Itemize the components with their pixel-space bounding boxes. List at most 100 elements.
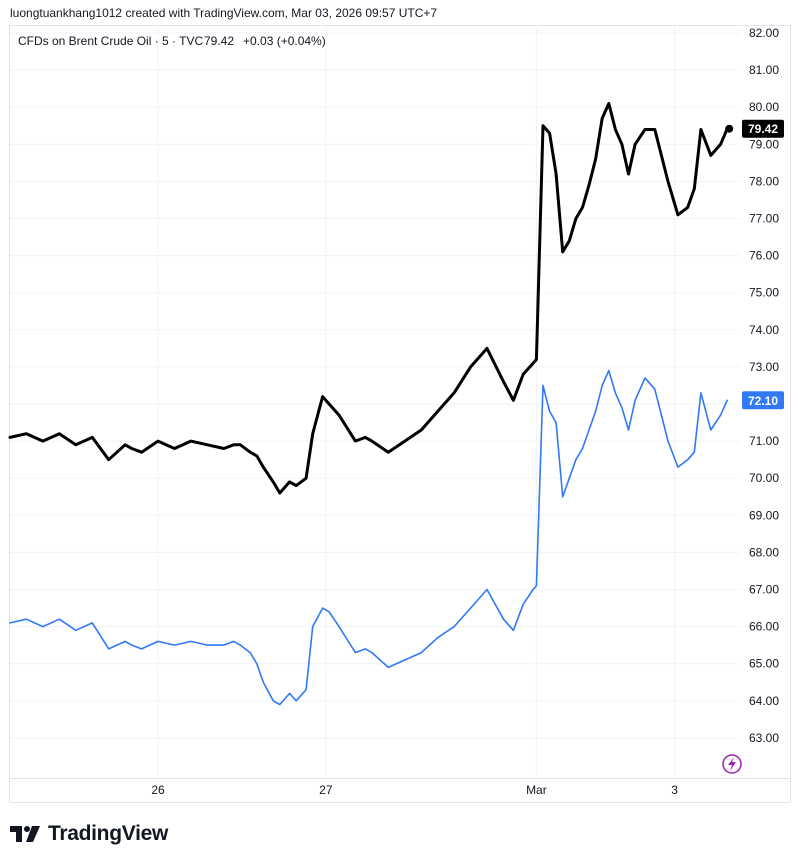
data-point — [420, 429, 422, 431]
y-tick-label: 68.00 — [749, 545, 779, 559]
data-point — [627, 429, 630, 431]
data-point — [371, 440, 373, 442]
data-point — [581, 206, 584, 208]
data-point — [677, 214, 679, 216]
last-value-badges: 72.10 79.42 — [742, 119, 784, 410]
x-tick-label: 26 — [151, 783, 165, 797]
data-point — [328, 611, 330, 613]
data-point — [239, 644, 241, 646]
data-point — [58, 618, 60, 620]
data-point — [305, 477, 307, 479]
y-tick-label: 80.00 — [749, 100, 779, 114]
data-point — [249, 451, 251, 453]
data-point — [190, 640, 192, 643]
data-point — [173, 447, 176, 450]
data-point — [693, 188, 695, 190]
data-point — [512, 629, 515, 631]
data-point — [453, 392, 455, 394]
x-tick-label: 27 — [319, 783, 333, 797]
y-tick-label: 67.00 — [749, 583, 779, 597]
series-line-secondary[interactable] — [9, 369, 728, 706]
data-point — [512, 399, 515, 401]
data-point — [654, 388, 656, 390]
data-point — [108, 648, 110, 650]
data-point — [562, 251, 564, 253]
data-point — [486, 347, 488, 349]
data-point — [486, 588, 488, 591]
y-tick-label: 79.00 — [749, 137, 779, 151]
data-point — [667, 440, 669, 442]
series-line-primary[interactable] — [8, 102, 729, 495]
data-point — [223, 447, 225, 450]
last-point-marker — [725, 124, 734, 133]
data-point — [720, 143, 722, 145]
data-point — [667, 180, 669, 182]
data-point — [608, 102, 610, 105]
data-point — [532, 588, 534, 591]
tradingview-logo[interactable]: TradingView — [10, 822, 168, 846]
badge-label: 79.42 — [748, 122, 778, 136]
series-layer — [8, 102, 734, 706]
data-point — [532, 362, 534, 364]
data-point — [710, 429, 712, 431]
data-point — [206, 644, 208, 646]
data-point — [249, 652, 251, 654]
data-point — [720, 414, 722, 416]
data-point — [371, 652, 373, 654]
time-axis[interactable]: 26 27 Mar 3 — [151, 783, 678, 797]
data-point — [190, 440, 192, 442]
legend-symbol[interactable]: CFDs on Brent Crude Oil · 5 · TVC — [18, 34, 203, 48]
lightning-icon[interactable] — [722, 754, 742, 774]
data-point — [437, 637, 439, 639]
data-point — [223, 644, 225, 646]
data-point — [614, 392, 617, 394]
data-point — [621, 407, 623, 409]
data-point — [522, 603, 524, 605]
data-point — [470, 366, 472, 368]
data-point — [289, 481, 291, 483]
y-tick-label: 66.00 — [749, 620, 779, 634]
y-tick-label: 71.00 — [749, 434, 779, 448]
data-point — [601, 117, 603, 119]
data-point — [42, 440, 44, 442]
data-point — [305, 689, 307, 691]
y-tick-label: 78.00 — [749, 174, 779, 188]
badge-background — [742, 119, 784, 138]
data-point — [9, 436, 11, 438]
data-point — [272, 481, 274, 483]
data-point — [75, 629, 77, 631]
y-tick-label: 63.00 — [749, 731, 779, 745]
data-point — [614, 128, 617, 131]
y-tick-label: 77.00 — [749, 212, 779, 226]
data-point — [437, 410, 439, 412]
last-value-badge-secondary: 72.10 — [742, 391, 784, 410]
chart-attribution: luongtuankhang1012 created with TradingV… — [10, 6, 438, 20]
data-point — [295, 700, 297, 702]
data-point — [542, 125, 544, 127]
data-point — [660, 154, 663, 156]
data-point — [141, 451, 143, 453]
badge-label: 72.10 — [748, 394, 778, 408]
price-axis[interactable]: 82.00 81.00 80.00 79.00 78.00 77.00 76.00 75.00… — [749, 26, 779, 745]
y-tick-label: 74.00 — [749, 323, 779, 337]
data-point — [634, 143, 636, 145]
plot-frame — [9, 25, 791, 803]
y-tick-label: 81.00 — [749, 63, 779, 77]
data-point — [700, 392, 702, 394]
data-point — [25, 618, 27, 620]
data-point — [453, 626, 455, 628]
data-point — [627, 173, 630, 175]
data-point — [364, 436, 366, 438]
data-point — [568, 477, 570, 479]
x-tick-label: 3 — [671, 783, 678, 797]
data-point — [677, 466, 679, 468]
data-point — [608, 370, 610, 372]
data-point — [549, 410, 551, 412]
data-point — [555, 422, 557, 424]
y-tick-label: 73.00 — [749, 360, 779, 374]
data-point — [206, 444, 208, 446]
data-point — [322, 396, 324, 398]
data-point — [502, 618, 505, 620]
data-point — [256, 455, 258, 457]
